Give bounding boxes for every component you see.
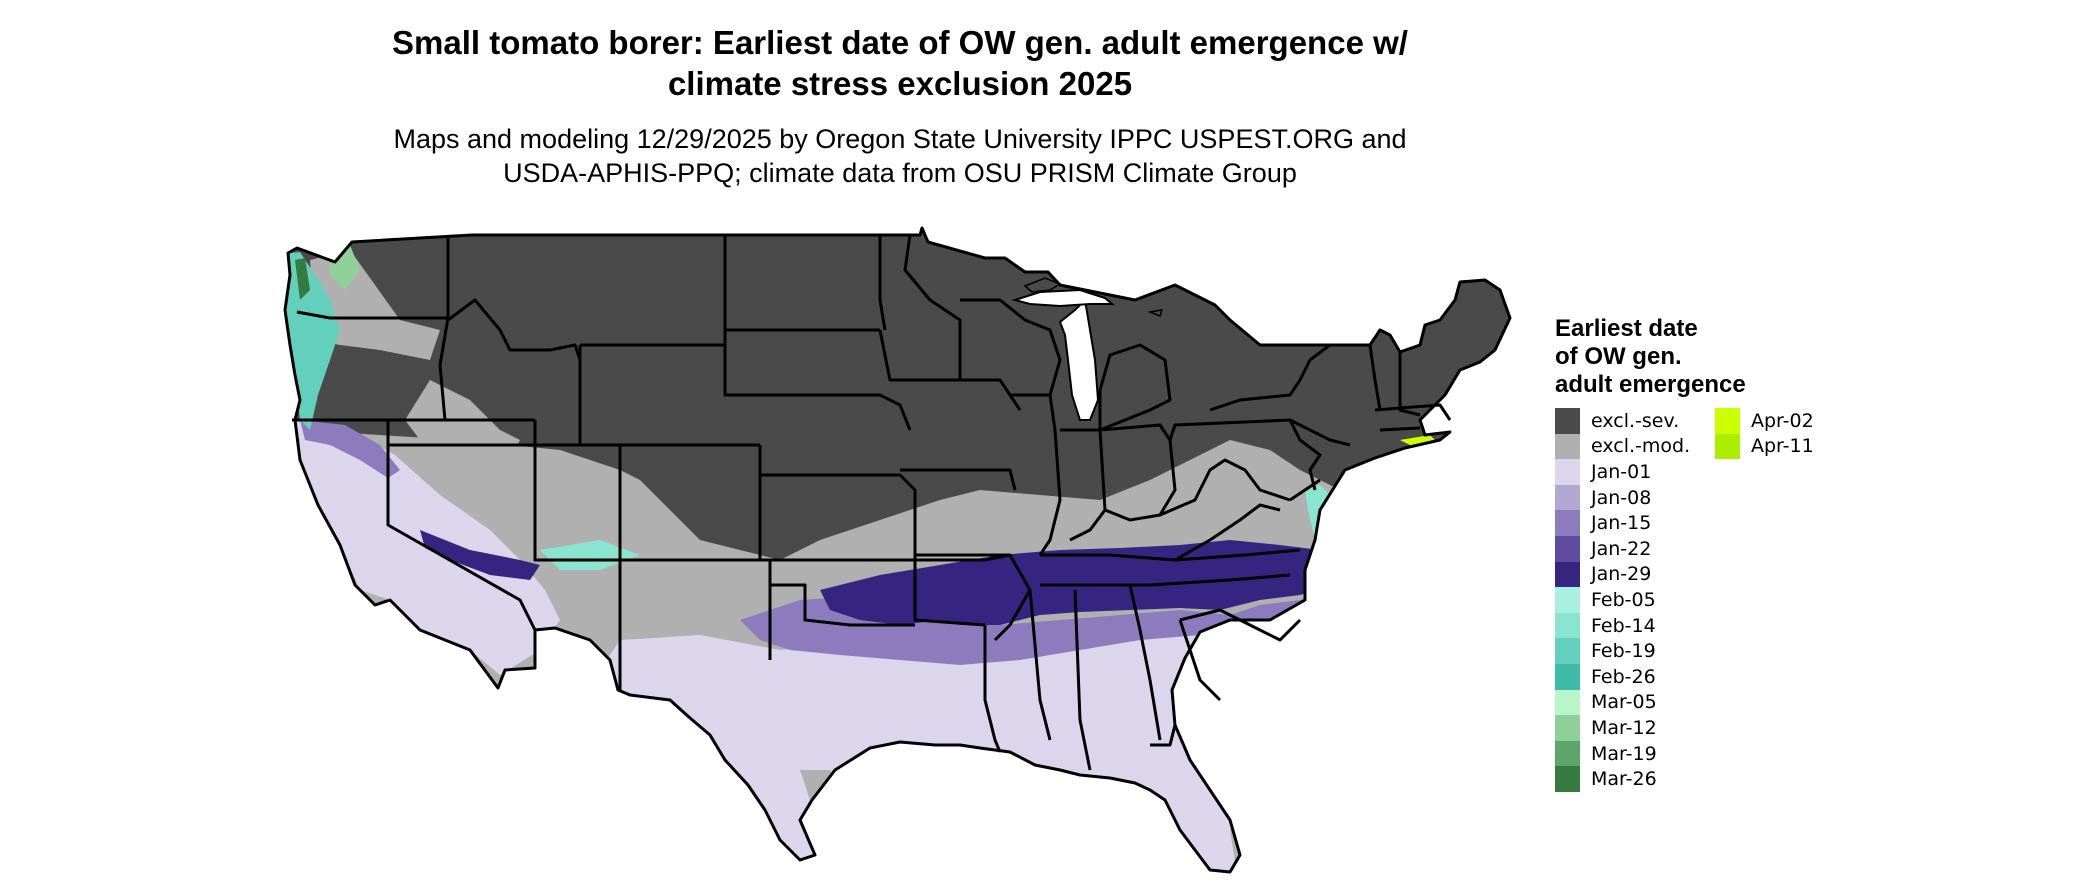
legend-label: Mar-12 xyxy=(1591,716,1657,739)
legend-label: excl.-mod. xyxy=(1591,435,1691,458)
legend-title-line-3: adult emergence xyxy=(1555,371,1746,398)
legend-column-2: Apr-02 Apr-11 xyxy=(1715,408,1814,460)
legend-title: Earliest date of OW gen. adult emergence xyxy=(1555,315,1746,399)
legend-swatch xyxy=(1555,561,1580,588)
legend-item: excl.-sev. xyxy=(1555,408,1690,434)
legend-swatch xyxy=(1555,535,1580,562)
legend-swatch xyxy=(1555,740,1580,767)
legend-swatch xyxy=(1555,663,1580,690)
legend-item: Feb-19 xyxy=(1555,638,1690,664)
title-line-1: Small tomato borer: Earliest date of OW … xyxy=(392,24,1408,61)
legend-swatch xyxy=(1555,612,1580,639)
legend-label: Feb-19 xyxy=(1591,640,1656,663)
legend-swatch xyxy=(1555,510,1580,536)
subtitle-line-1: Maps and modeling 12/29/2025 by Oregon S… xyxy=(393,124,1407,154)
legend-item: Jan-01 xyxy=(1555,459,1690,485)
legend-label: Apr-11 xyxy=(1751,435,1814,458)
legend-item: Mar-19 xyxy=(1555,740,1690,767)
legend-item: Feb-26 xyxy=(1555,663,1690,690)
legend-item: Jan-29 xyxy=(1555,561,1690,588)
legend-item: Mar-05 xyxy=(1555,689,1690,716)
legend-label: Jan-22 xyxy=(1591,537,1652,560)
legend-label: Feb-14 xyxy=(1591,614,1656,637)
legend-item: Jan-15 xyxy=(1555,510,1690,536)
legend-swatch xyxy=(1555,459,1580,485)
islands xyxy=(1023,277,1164,317)
legend-label: Mar-26 xyxy=(1591,768,1657,791)
legend-label: Mar-05 xyxy=(1591,691,1657,714)
legend-swatch xyxy=(1555,408,1580,434)
legend-item: Feb-05 xyxy=(1555,587,1690,613)
legend-swatch xyxy=(1715,433,1740,460)
title-line-2: climate stress exclusion 2025 xyxy=(667,65,1133,102)
legend-swatch xyxy=(1555,715,1580,741)
legend-column-1: excl.-sev. excl.-mod. Jan-01 Jan-08 Jan-15 Ja… xyxy=(1555,408,1690,792)
legend-label: Jan-15 xyxy=(1591,512,1652,535)
great-lakes xyxy=(1011,288,1115,421)
legend-label: Jan-08 xyxy=(1591,486,1652,509)
state-borders xyxy=(283,226,1512,874)
legend-item: Mar-26 xyxy=(1555,766,1690,792)
legend-label: Jan-29 xyxy=(1591,563,1652,586)
legend-item: Jan-22 xyxy=(1555,535,1690,562)
legend-label: Feb-26 xyxy=(1591,665,1656,688)
us-map xyxy=(283,226,1512,874)
legend-swatch xyxy=(1555,766,1580,792)
map-title: Small tomato borer: Earliest date of OW … xyxy=(300,22,1500,104)
legend-label: Jan-01 xyxy=(1591,460,1652,483)
subtitle-line-2: USDA-APHIS-PPQ; climate data from OSU PR… xyxy=(503,158,1297,188)
legend-swatch xyxy=(1555,689,1580,716)
map-subtitle: Maps and modeling 12/29/2025 by Oregon S… xyxy=(300,122,1500,190)
legend-title-line-2: of OW gen. xyxy=(1555,343,1682,370)
legend-swatch xyxy=(1555,433,1580,460)
legend-label: Mar-19 xyxy=(1591,742,1657,765)
legend-swatch xyxy=(1555,484,1580,511)
legend-swatch xyxy=(1555,638,1580,664)
legend-title-line-1: Earliest date xyxy=(1555,315,1698,342)
legend-swatch xyxy=(1555,587,1580,613)
legend-item: Jan-08 xyxy=(1555,484,1690,511)
legend-item: Apr-11 xyxy=(1715,433,1814,460)
legend-item: Apr-02 xyxy=(1715,408,1814,434)
legend-label: excl.-sev. xyxy=(1591,409,1680,432)
legend-item: Mar-12 xyxy=(1555,715,1690,741)
legend-item: excl.-mod. xyxy=(1555,433,1691,460)
legend-swatch xyxy=(1715,408,1740,434)
legend-label: Feb-05 xyxy=(1591,588,1656,611)
legend-label: Apr-02 xyxy=(1751,409,1814,432)
legend-item: Feb-14 xyxy=(1555,612,1690,639)
map-fill xyxy=(285,228,1510,872)
